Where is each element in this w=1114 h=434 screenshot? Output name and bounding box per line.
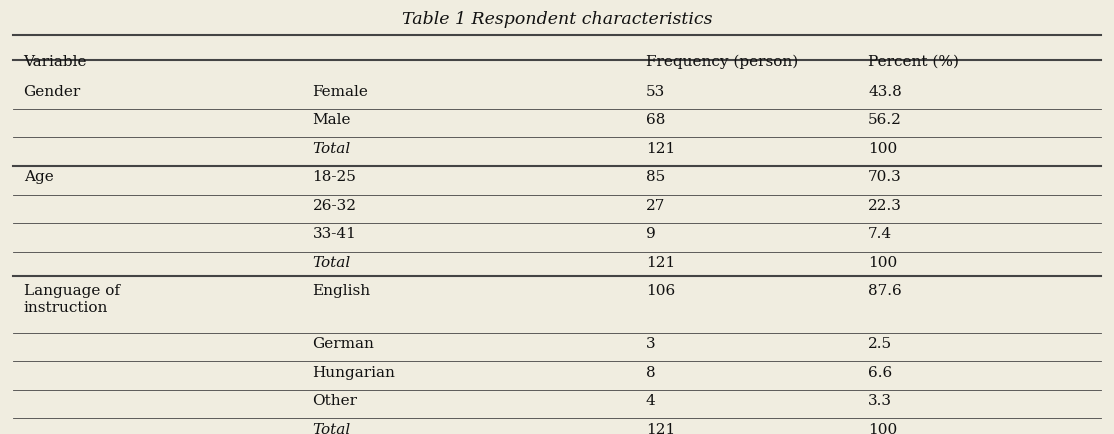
Text: 121: 121 bbox=[646, 256, 675, 270]
Text: 106: 106 bbox=[646, 284, 675, 298]
Text: 3: 3 bbox=[646, 337, 655, 351]
Text: 121: 121 bbox=[646, 142, 675, 156]
Text: 7.4: 7.4 bbox=[868, 227, 892, 241]
Text: 6.6: 6.6 bbox=[868, 365, 892, 380]
Text: 27: 27 bbox=[646, 199, 665, 213]
Text: Language of
instruction: Language of instruction bbox=[23, 284, 119, 315]
Text: 33-41: 33-41 bbox=[313, 227, 356, 241]
Text: 100: 100 bbox=[868, 142, 898, 156]
Text: 8: 8 bbox=[646, 365, 655, 380]
Text: Gender: Gender bbox=[23, 85, 81, 99]
Text: 68: 68 bbox=[646, 113, 665, 127]
Text: 100: 100 bbox=[868, 423, 898, 434]
Text: 3.3: 3.3 bbox=[868, 394, 892, 408]
Text: Total: Total bbox=[313, 256, 351, 270]
Text: Male: Male bbox=[313, 113, 351, 127]
Text: 121: 121 bbox=[646, 423, 675, 434]
Text: 100: 100 bbox=[868, 256, 898, 270]
Text: 85: 85 bbox=[646, 170, 665, 184]
Text: 43.8: 43.8 bbox=[868, 85, 902, 99]
Text: Hungarian: Hungarian bbox=[313, 365, 395, 380]
Text: Age: Age bbox=[23, 170, 53, 184]
Text: Total: Total bbox=[313, 142, 351, 156]
Text: 18-25: 18-25 bbox=[313, 170, 356, 184]
Text: German: German bbox=[313, 337, 374, 351]
Text: 9: 9 bbox=[646, 227, 656, 241]
Text: Frequency (person): Frequency (person) bbox=[646, 55, 798, 69]
Text: 56.2: 56.2 bbox=[868, 113, 902, 127]
Text: 2.5: 2.5 bbox=[868, 337, 892, 351]
Text: English: English bbox=[313, 284, 371, 298]
Text: Female: Female bbox=[313, 85, 369, 99]
Text: Other: Other bbox=[313, 394, 358, 408]
Text: 22.3: 22.3 bbox=[868, 199, 902, 213]
Text: Table 1 Respondent characteristics: Table 1 Respondent characteristics bbox=[402, 11, 712, 28]
Text: Total: Total bbox=[313, 423, 351, 434]
Text: Percent (%): Percent (%) bbox=[868, 55, 959, 69]
Text: 87.6: 87.6 bbox=[868, 284, 902, 298]
Text: Variable: Variable bbox=[23, 55, 87, 69]
Text: 26-32: 26-32 bbox=[313, 199, 356, 213]
Text: 4: 4 bbox=[646, 394, 656, 408]
Text: 53: 53 bbox=[646, 85, 665, 99]
Text: 70.3: 70.3 bbox=[868, 170, 902, 184]
